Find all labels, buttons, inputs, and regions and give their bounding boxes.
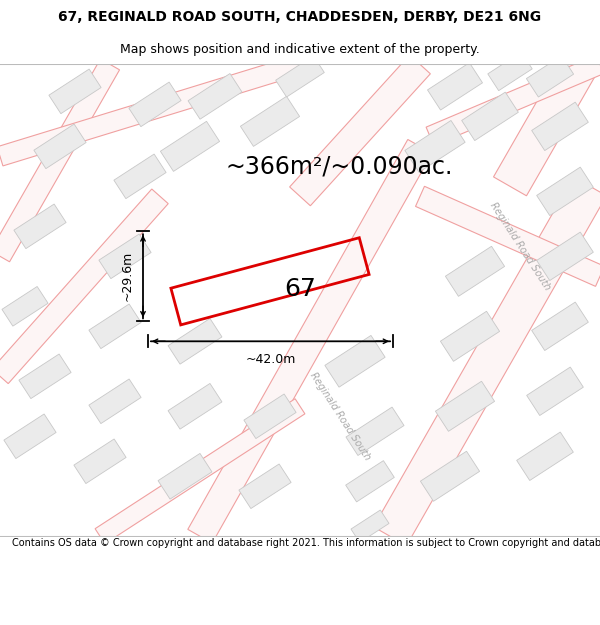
Polygon shape: [440, 311, 500, 361]
Text: Reginald Road South: Reginald Road South: [308, 371, 372, 462]
Polygon shape: [89, 379, 141, 424]
Polygon shape: [241, 96, 299, 146]
Polygon shape: [168, 384, 222, 429]
Polygon shape: [536, 167, 593, 216]
Polygon shape: [99, 234, 151, 279]
Text: Reginald Road South: Reginald Road South: [488, 201, 552, 292]
Polygon shape: [325, 336, 385, 387]
Polygon shape: [532, 102, 589, 151]
Polygon shape: [436, 381, 494, 431]
Polygon shape: [275, 56, 325, 97]
Polygon shape: [532, 302, 589, 351]
Polygon shape: [239, 464, 291, 509]
Polygon shape: [114, 154, 166, 199]
Polygon shape: [416, 186, 600, 286]
Polygon shape: [34, 124, 86, 169]
Polygon shape: [74, 439, 126, 484]
Polygon shape: [445, 246, 505, 296]
Polygon shape: [19, 354, 71, 399]
Polygon shape: [527, 367, 583, 416]
Text: ~366m²/~0.090ac.: ~366m²/~0.090ac.: [225, 154, 452, 178]
Polygon shape: [14, 204, 66, 249]
Text: 67, REGINALD ROAD SOUTH, CHADDESDEN, DERBY, DE21 6NG: 67, REGINALD ROAD SOUTH, CHADDESDEN, DER…: [58, 10, 542, 24]
Polygon shape: [95, 399, 305, 544]
Polygon shape: [351, 510, 389, 542]
Polygon shape: [488, 52, 532, 91]
Polygon shape: [494, 55, 596, 196]
Polygon shape: [526, 56, 574, 97]
Polygon shape: [290, 55, 430, 206]
Text: Contains OS data © Crown copyright and database right 2021. This information is : Contains OS data © Crown copyright and d…: [12, 538, 600, 548]
Polygon shape: [0, 55, 303, 166]
Text: ~29.6m: ~29.6m: [121, 251, 134, 301]
Polygon shape: [4, 414, 56, 459]
Polygon shape: [49, 69, 101, 114]
Polygon shape: [0, 59, 119, 262]
Polygon shape: [346, 407, 404, 456]
Polygon shape: [374, 177, 600, 546]
Polygon shape: [0, 189, 168, 384]
Polygon shape: [188, 139, 432, 543]
Polygon shape: [346, 461, 394, 502]
Polygon shape: [2, 286, 48, 326]
Polygon shape: [427, 62, 482, 110]
Polygon shape: [129, 82, 181, 127]
Polygon shape: [160, 121, 220, 171]
Text: ~42.0m: ~42.0m: [245, 353, 296, 366]
Polygon shape: [421, 451, 479, 501]
Text: Map shows position and indicative extent of the property.: Map shows position and indicative extent…: [120, 44, 480, 56]
Polygon shape: [168, 319, 222, 364]
Polygon shape: [158, 453, 212, 499]
Polygon shape: [426, 55, 600, 146]
Polygon shape: [405, 121, 465, 172]
Polygon shape: [517, 432, 574, 481]
Polygon shape: [536, 232, 593, 281]
Polygon shape: [188, 74, 242, 119]
Polygon shape: [461, 92, 518, 141]
Polygon shape: [244, 394, 296, 439]
Polygon shape: [89, 304, 141, 349]
Text: 67: 67: [284, 278, 316, 301]
